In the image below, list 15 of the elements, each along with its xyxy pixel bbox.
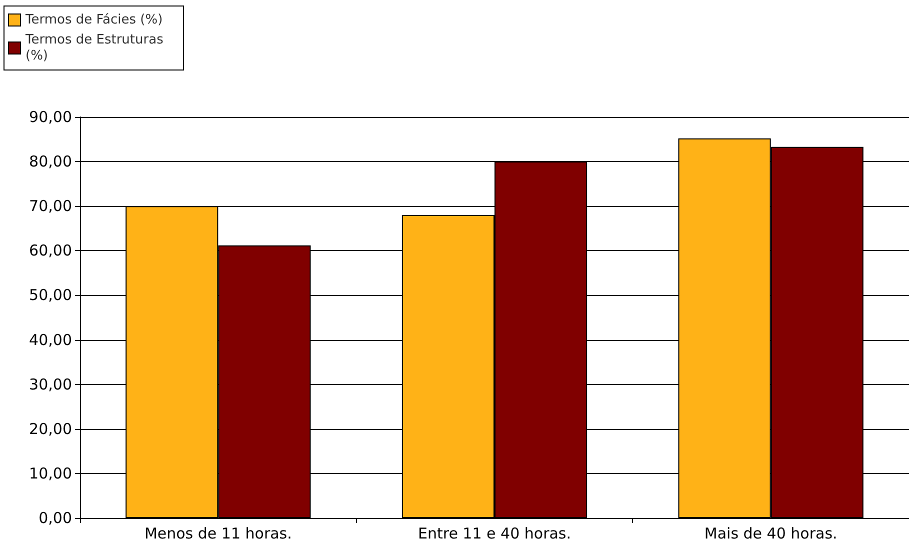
y-tick-label: 60,00 xyxy=(29,242,72,260)
legend-label: Termos de Fácies (%) xyxy=(24,12,163,28)
y-tick-label: 0,00 xyxy=(38,509,72,527)
y-tick-label: 90,00 xyxy=(29,108,72,126)
x-tick-label: Mais de 40 horas. xyxy=(704,524,838,542)
y-tick-label: 40,00 xyxy=(29,330,72,349)
legend-label: Termos de Estruturas (%) xyxy=(24,32,168,64)
x-tick-label: Menos de 11 horas. xyxy=(144,524,292,542)
y-tick-label: 10,00 xyxy=(29,464,72,482)
y-tick-label: 20,00 xyxy=(29,420,72,438)
y-tick-label: 70,00 xyxy=(29,197,72,216)
x-tick-label: Entre 11 e 40 horas. xyxy=(418,524,572,542)
y-tick-label: 80,00 xyxy=(29,152,72,171)
y-tick-label: 50,00 xyxy=(29,286,72,304)
y-tick-label: 30,00 xyxy=(29,375,72,394)
